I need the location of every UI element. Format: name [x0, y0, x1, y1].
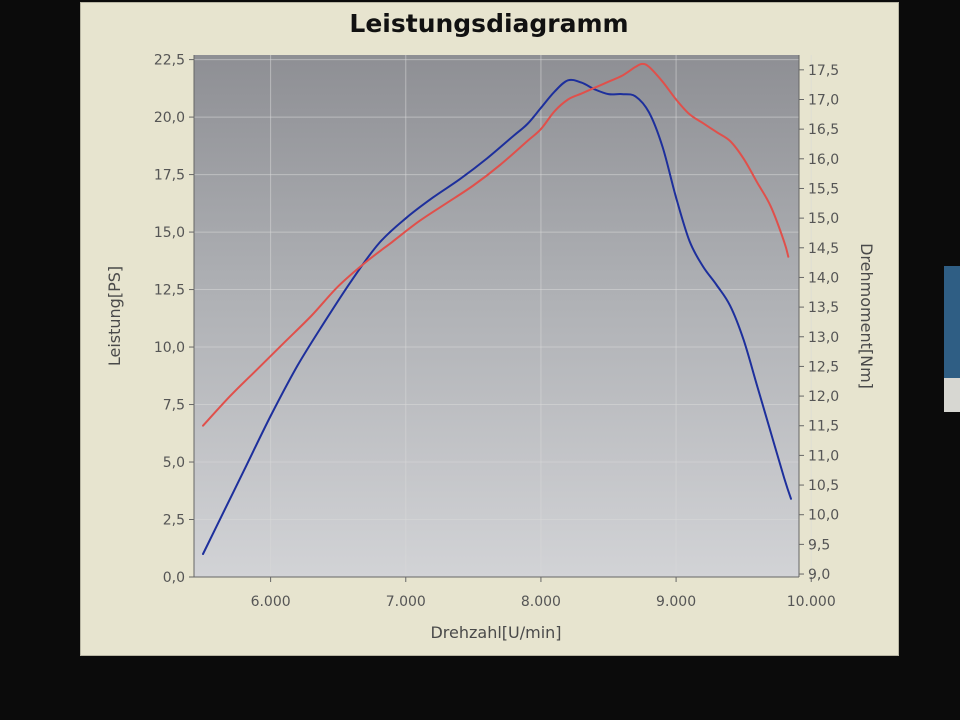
y-tick-label: 17,5: [154, 168, 185, 184]
y-tick-label: 10,0: [154, 340, 185, 356]
x-tick-label: 9.000: [656, 594, 696, 610]
y-tick-label: 7,5: [163, 398, 185, 414]
y-tick-label: 5,0: [163, 455, 185, 471]
y2-tick-label: 10,5: [808, 478, 839, 494]
y2-tick-label: 11,5: [808, 419, 839, 435]
y2-tick-label: 17,0: [808, 92, 839, 108]
y2-tick-label: 13,0: [808, 330, 839, 346]
axes: [189, 55, 812, 582]
y2-axis-title: Drehmoment[Nm]: [857, 243, 876, 389]
y-tick-label: 0,0: [163, 570, 185, 586]
y2-tick-label: 16,0: [808, 152, 839, 168]
y-tick-label: 20,0: [154, 110, 185, 126]
background-window-edge-light: [944, 378, 960, 412]
y2-tick-label: 14,0: [808, 270, 839, 286]
background-window-edge: [944, 266, 960, 411]
y-tick-label: 12,5: [154, 283, 185, 299]
y2-tick-label: 16,5: [808, 122, 839, 138]
y2-tick-label: 14,5: [808, 241, 839, 257]
y-tick-labels: 0,0 2,5 5,0 7,5 10,0 12,5 15,0 17,5 20,0 22,5: [154, 53, 185, 586]
y2-tick-label: 12,5: [808, 359, 839, 375]
y2-tick-label: 9,5: [808, 537, 830, 553]
chart-title: Leistungsdiagramm: [349, 9, 628, 38]
x-tick-label: 8.000: [521, 594, 561, 610]
x-tick-labels: 6.000 7.000 8.000 9.000 10.000: [251, 594, 836, 610]
x-tick-label: 7.000: [386, 594, 426, 610]
grid: [194, 55, 812, 577]
y-tick-label: 2,5: [163, 513, 185, 529]
plot-area: [194, 55, 799, 577]
y2-tick-label: 17,5: [808, 63, 839, 79]
y2-tick-label: 15,5: [808, 181, 839, 197]
y2-tick-labels: 9,0 9,5 10,0 10,5 11,0 11,5 12,0 12,5 13,0 13,5 14…: [808, 63, 839, 583]
y2-tick-label: 13,5: [808, 300, 839, 316]
x-tick-label: 10.000: [787, 594, 836, 610]
y-tick-label: 22,5: [154, 53, 185, 69]
y2-tick-label: 11,0: [808, 448, 839, 464]
y-tick-label: 15,0: [154, 225, 185, 241]
y2-tick-label: 10,0: [808, 508, 839, 524]
leistung-line: [202, 78, 792, 555]
y-axis-title: Leistung[PS]: [105, 266, 124, 366]
drehmoment-line: [202, 62, 790, 427]
series-lines: [202, 62, 792, 555]
y2-tick-label: 12,0: [808, 389, 839, 405]
x-tick-label: 6.000: [251, 594, 291, 610]
x-axis-title: Drehzahl[U/min]: [430, 623, 561, 642]
y2-tick-label: 15,0: [808, 211, 839, 227]
y2-tick-label: 9,0: [808, 567, 830, 583]
